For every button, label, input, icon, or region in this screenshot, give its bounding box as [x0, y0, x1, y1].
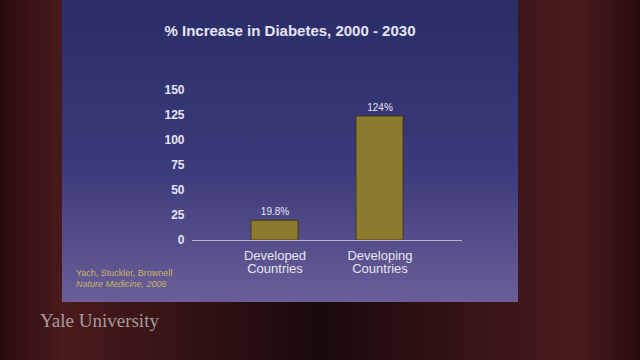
svg-text:19.8%: 19.8%: [261, 206, 289, 217]
svg-text:50: 50: [171, 183, 185, 197]
svg-text:25: 25: [171, 208, 185, 222]
html-text:% Increase in Diabetes, 2000 -: % Increase in Diabetes, 2000 - 2030: [164, 22, 416, 39]
svg-text:DevelopedCountries: DevelopedCountries: [244, 248, 306, 276]
svg-text:124%: 124%: [367, 102, 393, 113]
svg-text:DevelopingCountries: DevelopingCountries: [347, 248, 412, 276]
html-text:Yale University: Yale University: [40, 310, 159, 331]
html-text:Nature Medicine, 2006: Nature Medicine, 2006: [76, 279, 167, 289]
svg-text:0: 0: [178, 233, 185, 247]
html-text:Yach, Stuckler, Brownell: Yach, Stuckler, Brownell: [76, 268, 173, 278]
svg-text:100: 100: [164, 133, 184, 147]
svg-text:125: 125: [164, 108, 184, 122]
svg-text:75: 75: [171, 158, 185, 172]
svg-text:150: 150: [164, 83, 184, 97]
